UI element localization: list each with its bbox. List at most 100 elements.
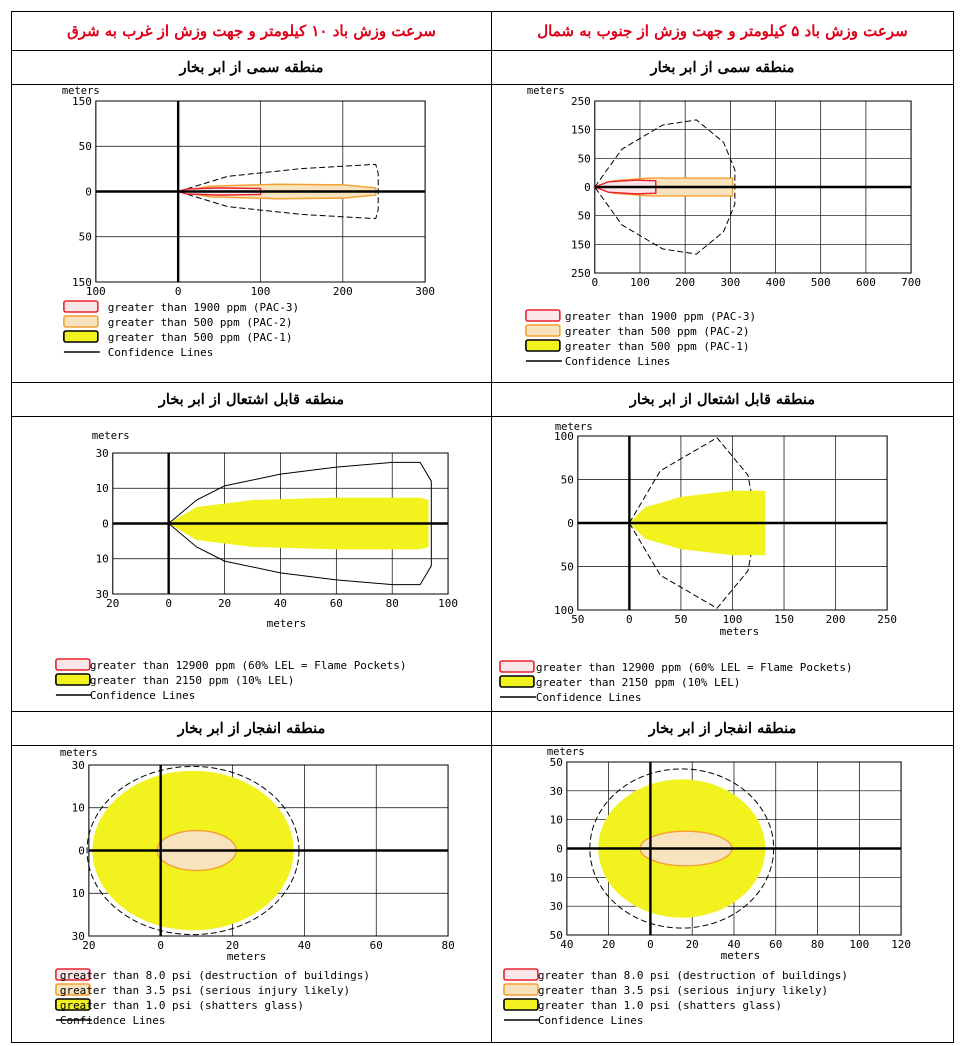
header-left: سرعت وزش باد ۱۰ کیلومتر و جهت وزش از غرب… xyxy=(11,11,492,51)
legend-swatch xyxy=(525,339,561,352)
header-right: سرعت وزش باد ۵ کیلومتر و جهت وزش از جنوب… xyxy=(491,11,954,51)
legend-label: greater than 3.5 psi (serious injury lik… xyxy=(538,984,828,997)
y-tick-label: 0 xyxy=(556,842,563,855)
y-unit-label: meters xyxy=(62,85,100,97)
explosion-title-left: منطقه انفجار از ابر بخار xyxy=(11,711,492,746)
y-tick-label: 30 xyxy=(72,930,85,943)
legend-swatch xyxy=(55,968,91,981)
legend-swatch xyxy=(525,324,561,337)
x-tick-label: 200 xyxy=(826,613,846,626)
legend-item: greater than 500 ppm (PAC-1) xyxy=(63,330,293,344)
x-tick-label: 20 xyxy=(602,938,615,951)
toxic-chart-right: 0 100 200 300 400 500 600 70025015050050150250m… xyxy=(525,85,921,368)
explosion-chart-right: 40 20 0 20 40 60 80 100 1205030100103050metersme… xyxy=(503,746,911,1027)
y-tick-label: 150 xyxy=(571,238,591,251)
y-tick-label: 10 xyxy=(72,887,85,900)
x-tick-label: 100 xyxy=(86,285,106,298)
x-axis-label: meters xyxy=(267,617,307,630)
flammable-title-right: منطقه قابل اشتعال از ابر بخار xyxy=(491,382,954,417)
x-tick-label: 40 xyxy=(560,938,573,951)
x-tick-label: 100 xyxy=(251,285,271,298)
x-axis-label: meters xyxy=(227,950,267,963)
y-tick-label: 150 xyxy=(571,124,591,137)
y-tick-label: 10 xyxy=(550,871,563,884)
flammable-chart-right-cell: 50 0 50 100 150 200 250 100 50 0 50 100 meters meters… xyxy=(491,416,954,712)
x-tick-label: 40 xyxy=(298,939,311,952)
y-tick-label: 0 xyxy=(584,181,591,194)
x-tick-label: 40 xyxy=(727,938,740,951)
y-tick-label: 10 xyxy=(72,802,85,815)
y-tick-label: 50 xyxy=(578,210,591,223)
x-tick-label: 600 xyxy=(856,276,876,289)
x-tick-label: 40 xyxy=(274,597,287,610)
legend-label: greater than 500 ppm (PAC-1) xyxy=(565,340,750,353)
x-tick-label: 400 xyxy=(766,276,786,289)
x-tick-label: 300 xyxy=(415,285,435,298)
y-tick-label: 50 xyxy=(79,231,92,244)
legend-label: Confidence Lines xyxy=(536,691,642,704)
results-table: سرعت وزش باد ۱۰ کیلومتر و جهت وزش از غرب… xyxy=(11,11,954,1043)
legend-label: greater than 8.0 psi (destruction of bui… xyxy=(60,969,370,982)
flammable-chart-left-cell: 20 0 20 40 60 80 100 30 10 0 10 30 meters meters great… xyxy=(11,416,492,712)
x-tick-label: 0 xyxy=(175,285,182,298)
legend-item: greater than 500 ppm (PAC-1) xyxy=(525,339,750,353)
legend-label: Confidence Lines xyxy=(90,689,196,702)
legend-label: greater than 500 ppm (PAC-2) xyxy=(565,325,750,338)
legend-swatch xyxy=(55,673,91,686)
x-tick-label: 0 xyxy=(165,597,172,610)
y-tick-label: 30 xyxy=(96,447,109,460)
legend-item: greater than 1.0 psi (shatters glass) xyxy=(503,998,782,1012)
legend-item: greater than 1.0 psi (shatters glass) xyxy=(55,998,304,1012)
y-tick-label: 10 xyxy=(96,482,109,495)
legend-item: Confidence Lines xyxy=(499,691,642,704)
legend-label: greater than 1.0 psi (shatters glass) xyxy=(60,999,304,1012)
x-tick-label: 100 xyxy=(630,276,650,289)
x-tick-label: 60 xyxy=(330,597,343,610)
x-tick-label: 60 xyxy=(769,938,782,951)
x-tick-label: 100 xyxy=(723,613,743,626)
explosion-chart-left-cell: 20 0 20 40 60 80 30 10 0 10 30 meters meters greater … xyxy=(11,745,492,1043)
x-tick-label: 150 xyxy=(774,613,794,626)
x-tick-label: 120 xyxy=(891,938,911,951)
legend-label: greater than 8.0 psi (destruction of bui… xyxy=(538,969,848,982)
y-tick-label: 50 xyxy=(561,473,574,486)
legend-swatch xyxy=(63,330,99,343)
x-tick-label: 80 xyxy=(441,939,454,952)
legend-label: Confidence Lines xyxy=(538,1014,644,1027)
legend-item: greater than 8.0 psi (destruction of bui… xyxy=(503,968,848,982)
legend-item: Confidence Lines xyxy=(63,346,213,359)
legend-label: greater than 12900 ppm (60% LEL = Flame … xyxy=(90,659,407,672)
legend-item: greater than 1900 ppm (PAC-3) xyxy=(525,309,756,323)
legend-swatch xyxy=(503,983,539,996)
legend-swatch xyxy=(503,998,539,1011)
legend-item: greater than 8.0 psi (destruction of bui… xyxy=(55,968,370,982)
y-tick-label: 150 xyxy=(72,95,92,108)
legend-swatch xyxy=(499,660,535,673)
legend-label: greater than 500 ppm (PAC-1) xyxy=(108,331,293,344)
legend-label: Confidence Lines xyxy=(565,355,671,368)
y-tick-label: 50 xyxy=(550,929,563,942)
y-unit-label: meters xyxy=(92,430,130,442)
legend-item: greater than 12900 ppm (60% LEL = Flame … xyxy=(55,658,407,672)
toxic-chart-right-cell: 0 100 200 300 400 500 600 700 250 150 50 0 50 150 250 m… xyxy=(491,84,954,383)
x-tick-label: 20 xyxy=(106,597,119,610)
y-unit-label: meters xyxy=(527,85,565,97)
y-tick-label: 100 xyxy=(554,604,574,617)
y-unit-label: meters xyxy=(547,746,585,758)
legend-item: greater than 500 ppm (PAC-2) xyxy=(525,324,750,338)
explosion-chart-right-cell: 40 20 0 20 40 60 80 100 120 50 30 10 0 10 30 50 meters me… xyxy=(491,745,954,1043)
legend-item: Confidence Lines xyxy=(55,1014,165,1027)
legend-item: greater than 1900 ppm (PAC-3) xyxy=(63,300,299,314)
x-tick-label: 20 xyxy=(686,938,699,951)
y-unit-label: meters xyxy=(60,747,98,759)
legend-swatch xyxy=(55,658,91,671)
toxic-title-right: منطقه سمی از ابر بخار xyxy=(491,50,954,85)
legend-swatch xyxy=(55,983,91,996)
x-tick-label: 20 xyxy=(218,597,231,610)
y-tick-label: 30 xyxy=(72,759,85,772)
legend-swatch xyxy=(63,315,99,328)
legend-swatch xyxy=(499,675,535,688)
legend-item: greater than 2150 ppm (10% LEL) xyxy=(55,673,294,687)
y-tick-label: 250 xyxy=(571,267,591,280)
